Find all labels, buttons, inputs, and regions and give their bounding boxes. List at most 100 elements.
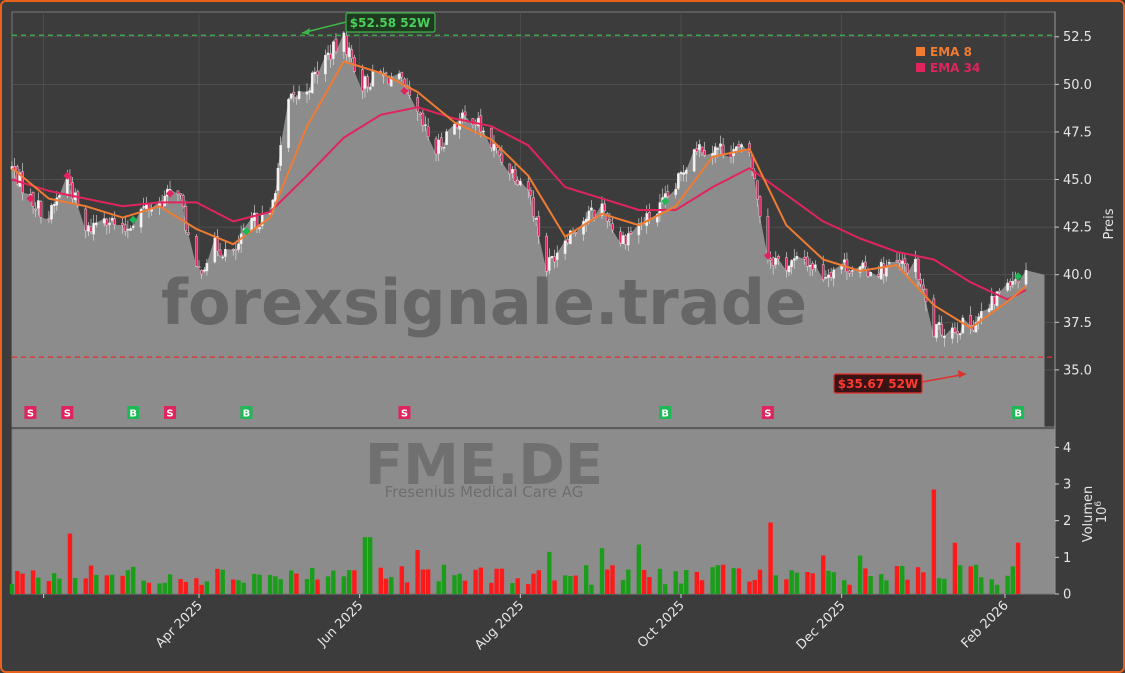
volume-bar — [710, 567, 715, 594]
candle-body — [461, 112, 464, 118]
volume-bar — [957, 565, 963, 594]
volume-bar — [678, 583, 684, 594]
volume-bar — [462, 580, 468, 594]
signal-sell-marker — [24, 406, 37, 419]
candle-body — [113, 218, 117, 225]
candle-body — [600, 203, 604, 216]
legend-swatch — [916, 47, 925, 56]
candle-body — [490, 127, 493, 149]
candle-body — [397, 73, 401, 80]
candle-body — [679, 172, 683, 175]
legend-label: EMA 34 — [930, 61, 980, 75]
candle-body — [569, 230, 572, 245]
candle-body — [92, 222, 95, 235]
candle-body — [52, 204, 56, 206]
volume-axis-label: Volumen — [1081, 486, 1096, 543]
signal-sell-marker — [761, 406, 774, 419]
volume-bar — [757, 569, 763, 594]
volume-exponent-power: 6 — [1094, 501, 1104, 507]
volume-bar — [583, 565, 589, 594]
volume-tick-label: 3 — [1063, 478, 1071, 493]
candle-body — [202, 269, 206, 272]
candle-body — [545, 235, 548, 272]
volume-bar — [73, 577, 78, 594]
volume-panel-bg — [11, 428, 1056, 595]
candle-body — [108, 222, 111, 225]
candle-body — [513, 169, 517, 182]
candle-body — [195, 236, 198, 267]
candle-body — [516, 179, 520, 185]
candle-body — [440, 137, 443, 148]
candle-body — [900, 260, 904, 264]
candle-body — [213, 237, 217, 263]
candle-body — [126, 228, 130, 231]
volume-bar — [720, 564, 726, 594]
candle-body — [850, 270, 854, 272]
candle-body — [950, 327, 954, 339]
price-tick-label: 42.5 — [1063, 221, 1092, 236]
volume-bar — [842, 580, 847, 594]
volume-bar — [1010, 566, 1016, 594]
volume-bar — [83, 578, 88, 594]
volume-bar — [805, 572, 810, 594]
candle-body — [131, 225, 135, 228]
volume-tick-label: 4 — [1063, 441, 1071, 456]
candle-body — [537, 216, 541, 237]
candle-body — [347, 47, 351, 58]
candle-body — [777, 256, 780, 260]
candle-body — [627, 233, 630, 246]
candle-body — [511, 169, 514, 174]
volume-bar — [94, 574, 99, 594]
watermark-company: Fresenius Medical Care AG — [385, 483, 584, 501]
candle-body — [906, 263, 909, 274]
candle-body — [129, 228, 132, 231]
candle-body — [297, 91, 301, 99]
candle-body — [84, 208, 88, 232]
candle-body — [492, 143, 496, 151]
volume-bar — [494, 568, 499, 594]
candle-body — [15, 166, 19, 185]
volume-bar — [162, 582, 167, 594]
candle-body — [1006, 282, 1009, 291]
candle-body — [808, 264, 812, 267]
signal-buy-marker — [240, 406, 253, 419]
volume-bar — [204, 581, 210, 594]
candle-body — [534, 218, 538, 220]
candle-body — [371, 70, 375, 87]
volume-bar — [610, 565, 615, 594]
legend: EMA 8 EMA 34 — [916, 45, 980, 75]
volume-bar — [515, 578, 520, 594]
volume-bar — [673, 571, 678, 594]
volume-bar — [157, 583, 162, 594]
candle-body — [803, 256, 807, 260]
volume-bar — [46, 581, 52, 594]
volume-bar — [194, 578, 199, 594]
candle-body — [619, 231, 622, 244]
candle-body — [898, 259, 901, 264]
candle-body — [389, 76, 393, 87]
candle-body — [476, 117, 480, 126]
candle-body — [279, 145, 282, 166]
signal-label: B — [661, 409, 669, 420]
volume-bar — [288, 570, 294, 594]
volume-bar — [794, 572, 800, 594]
candle-body — [887, 262, 891, 264]
price-axis-label: Preis — [1102, 208, 1117, 239]
volume-bar — [310, 567, 315, 594]
candle-body — [748, 143, 751, 153]
candle-body — [684, 169, 688, 174]
candle-body — [218, 249, 222, 257]
candle-body — [555, 252, 559, 260]
candle-body — [943, 335, 946, 339]
candle-body — [740, 144, 743, 148]
volume-bar — [784, 579, 789, 594]
volume-bar — [362, 537, 368, 594]
price-tick-label: 50.0 — [1063, 78, 1092, 93]
watermark-ticker: FME.DE — [365, 433, 603, 498]
volume-bar — [847, 584, 852, 594]
volume-bar — [921, 572, 926, 594]
volume-bar — [399, 566, 405, 594]
volume-bar — [257, 574, 262, 594]
volume-bar — [620, 579, 626, 594]
candle-body — [421, 112, 425, 126]
